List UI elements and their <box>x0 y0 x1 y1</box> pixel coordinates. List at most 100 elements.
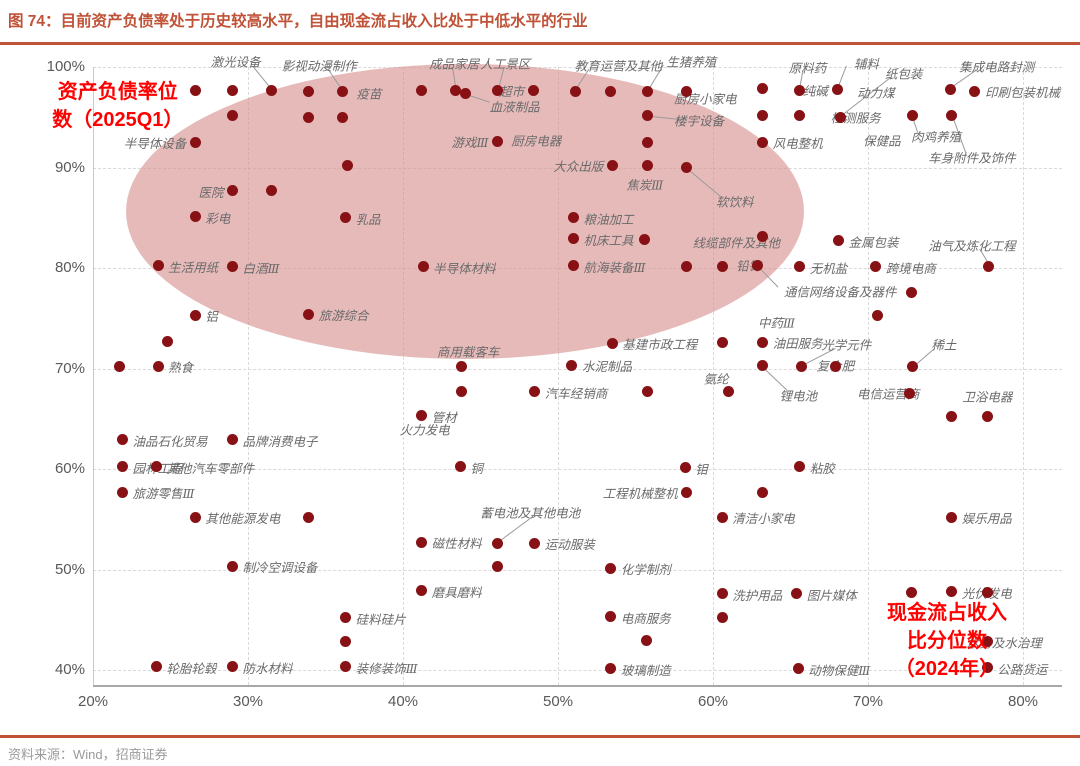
data-point <box>492 537 504 549</box>
leader-line <box>759 267 779 288</box>
data-point <box>417 261 429 273</box>
data-point <box>529 537 541 549</box>
floating-label: 动力煤 <box>856 86 895 101</box>
floating-label: 楼宇设备 <box>674 114 725 129</box>
data-point <box>416 410 428 422</box>
point-label: 乳品 <box>355 212 381 227</box>
data-point <box>829 360 841 372</box>
data-point <box>981 662 993 674</box>
leader-line <box>842 76 892 115</box>
leader-line <box>576 68 590 89</box>
floating-label: 电信运营商 <box>856 387 920 402</box>
data-point <box>227 434 238 446</box>
point-label: 磁性材料 <box>431 537 482 552</box>
annotation-line: （2024年） <box>894 657 1000 680</box>
data-point <box>681 162 693 173</box>
data-point <box>340 636 352 648</box>
data-point <box>227 261 238 273</box>
floating-label: 通信网络设备及器件 <box>783 285 897 300</box>
gridline-y <box>93 67 1062 68</box>
point-label: 油田服务 <box>772 337 823 352</box>
data-point <box>905 587 917 599</box>
floating-label: 蓄电池及其他电池 <box>480 506 581 521</box>
data-point <box>679 462 691 474</box>
data-point <box>416 585 428 597</box>
data-point <box>642 85 654 97</box>
floating-label: 厨房电器 <box>511 134 562 149</box>
data-point <box>792 663 804 675</box>
data-point <box>605 85 617 97</box>
data-point <box>265 84 277 96</box>
annotation-line: 现金流占收入 <box>887 601 1008 624</box>
floating-label: 锂电池 <box>779 389 818 404</box>
data-point <box>642 109 654 121</box>
tick-label-x: 20% <box>77 693 109 710</box>
point-label: 半导体设备 <box>123 137 187 152</box>
floating-label: 稀土 <box>931 338 957 353</box>
point-label: 粮油加工 <box>583 212 634 227</box>
data-point <box>834 111 846 123</box>
tick-label-y: 40% <box>54 661 85 678</box>
leader-line <box>252 65 271 88</box>
data-point <box>450 84 462 96</box>
data-point <box>946 511 958 523</box>
leader-line <box>763 368 788 391</box>
floating-label: 光学元件 <box>821 338 872 353</box>
floating-label: 中药Ⅲ <box>758 316 796 331</box>
tick-label-x: 70% <box>852 693 884 710</box>
floating-label: 软饮料 <box>715 195 754 210</box>
data-point <box>227 185 238 197</box>
point-label: 制冷空调设备 <box>242 561 318 576</box>
data-point <box>946 586 958 598</box>
point-label: 其他汽车零部件 <box>166 461 255 476</box>
data-point <box>116 486 128 498</box>
data-point <box>794 261 806 273</box>
gridline-x <box>713 67 714 685</box>
data-point <box>905 286 917 298</box>
data-point <box>152 360 164 372</box>
annotation-line: 资产负债率位 <box>57 81 178 104</box>
data-point <box>642 159 654 171</box>
data-point <box>606 159 618 171</box>
data-point <box>757 486 769 498</box>
point-label: 磨具磨料 <box>431 585 482 600</box>
point-label: 防水材料 <box>242 661 293 676</box>
data-point <box>492 560 504 572</box>
leader-line <box>687 169 722 198</box>
annotation-line: 数（2025Q1） <box>52 109 184 132</box>
data-point <box>302 308 314 320</box>
tick-label-x: 30% <box>232 693 264 710</box>
source-note: 资料来源：Wind，招商证券 <box>8 747 168 762</box>
data-point <box>459 87 471 99</box>
data-point <box>757 109 769 121</box>
point-label: 基建市政工程 <box>622 338 698 353</box>
leader-line <box>498 67 505 88</box>
leader-line <box>915 348 935 365</box>
point-label: 游戏Ⅲ <box>451 136 489 151</box>
gridline-y <box>93 670 1062 671</box>
chart-title-prefix: 图 74： <box>8 13 61 30</box>
floating-label: 厨房小家电 <box>673 92 737 107</box>
point-label: 大众出版 <box>553 160 604 175</box>
floating-label: 辅料 <box>853 57 879 72</box>
data-point <box>681 261 693 273</box>
point-label: 水泥制品 <box>581 360 632 375</box>
point-label: 铜 <box>470 461 483 476</box>
gridline-x <box>1023 67 1024 685</box>
point-label: 超市 <box>499 85 525 100</box>
point-label: 钼 <box>695 462 708 477</box>
floating-label: 激光设备 <box>210 55 261 70</box>
data-point <box>116 434 128 446</box>
data-point <box>340 212 352 224</box>
tick-label-x: 60% <box>697 693 729 710</box>
data-point <box>568 212 579 224</box>
data-point <box>227 560 238 572</box>
leader-line <box>500 515 534 541</box>
floating-label: 影视动漫制作 <box>281 59 357 74</box>
data-point <box>981 587 993 599</box>
point-label: 白酒Ⅲ <box>242 261 280 276</box>
data-point <box>716 612 728 624</box>
data-point <box>833 235 845 247</box>
data-point <box>340 661 352 673</box>
